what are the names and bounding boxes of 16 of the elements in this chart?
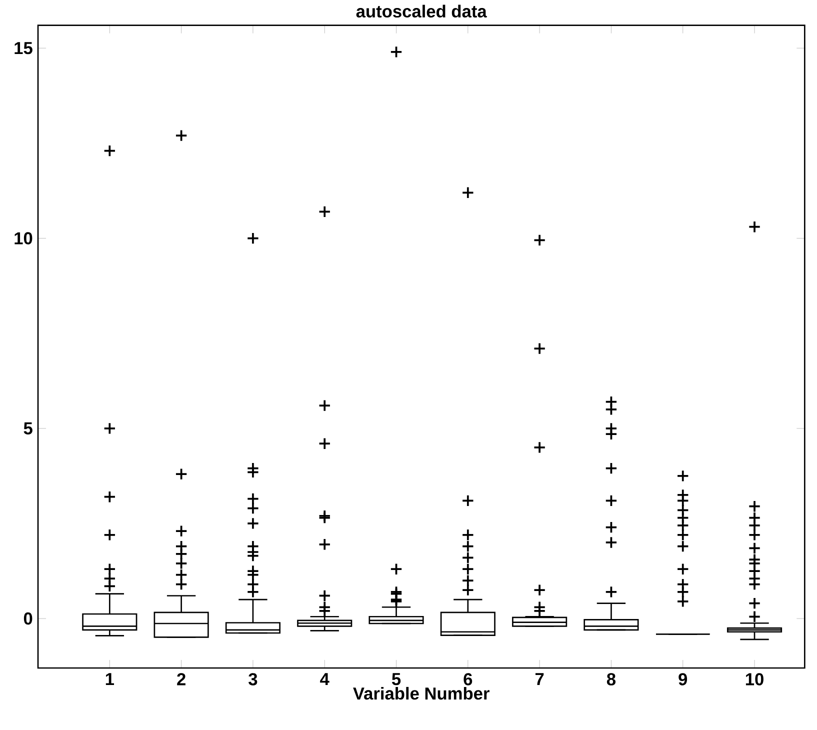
x-tick-label: 9 — [678, 673, 688, 686]
y-tick-label: 10 — [14, 232, 32, 244]
x-tick-label: 5 — [392, 673, 401, 686]
y-tick-label: 5 — [24, 422, 32, 434]
x-tick-label: 1 — [106, 673, 114, 686]
x-tick-label: 10 — [746, 673, 764, 686]
x-tick-label: 7 — [535, 673, 544, 686]
x-tick-label: 3 — [248, 673, 258, 686]
chart-title: autoscaled data — [356, 4, 487, 18]
y-tick-label: 0 — [24, 612, 32, 625]
x-axis-title: Variable Number — [353, 686, 490, 700]
x-tick-label: 8 — [606, 673, 616, 686]
y-tick-label: 15 — [14, 42, 32, 54]
x-tick-label: 2 — [177, 673, 186, 686]
x-tick-label: 4 — [320, 673, 330, 686]
x-tick-label: 6 — [464, 673, 472, 686]
